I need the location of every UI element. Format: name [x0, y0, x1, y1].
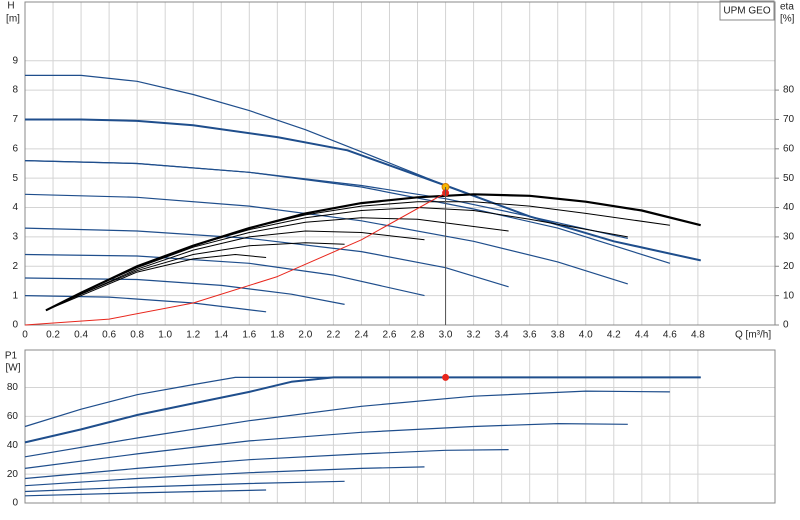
x-tick-label: 0.4 — [74, 330, 88, 341]
y-tick-label: 40 — [7, 440, 19, 451]
plot-frame — [24, 1, 776, 326]
x-tick-label: 1.0 — [158, 330, 172, 341]
y2-tick-label: 50 — [783, 173, 795, 184]
y2-tick-label: 20 — [783, 261, 795, 272]
x-tick-label: 2.2 — [326, 330, 340, 341]
x-tick-label: 0.2 — [46, 330, 60, 341]
y2-tick-label: 40 — [783, 202, 795, 213]
curve — [24, 295, 267, 313]
y-tick-label: 0 — [12, 498, 18, 509]
x-tick-label: 2.4 — [354, 330, 368, 341]
y-tick-label: 6 — [12, 143, 18, 154]
y-label: P1 — [5, 351, 18, 362]
curve — [24, 423, 628, 469]
y2-unit: [%] — [780, 14, 795, 25]
y-tick-label: 9 — [12, 55, 18, 66]
curve — [24, 390, 670, 458]
y-unit: [m] — [6, 14, 20, 25]
y-tick-label: 5 — [12, 173, 18, 184]
curve — [24, 376, 701, 428]
y-tick-label: 20 — [7, 469, 19, 480]
annotation-box — [719, 0, 775, 21]
curve — [45, 254, 267, 311]
x-tick-label: 1.8 — [270, 330, 284, 341]
x-tick-label: 3.6 — [523, 330, 537, 341]
x-tick-label: 3.0 — [439, 330, 453, 341]
x-tick-label: 3.2 — [467, 330, 481, 341]
x-tick-label: 3.8 — [551, 330, 565, 341]
curve — [24, 227, 509, 288]
x-tick-label: 4.4 — [635, 330, 649, 341]
y2-tick-label: 80 — [783, 85, 795, 96]
y-label: H — [7, 1, 14, 12]
x-tick-label: 1.4 — [214, 330, 228, 341]
curve — [24, 480, 345, 493]
x-tick-label: 4.2 — [607, 330, 621, 341]
x-label: Q [m³/h] — [735, 330, 771, 341]
curve — [24, 160, 671, 264]
x-tick-label: 4.8 — [691, 330, 705, 341]
y-tick-label: 80 — [7, 382, 19, 393]
y-tick-label: 0 — [12, 320, 18, 331]
y-unit: [W] — [6, 363, 21, 374]
curve — [24, 192, 446, 326]
y-tick-label: 60 — [7, 411, 19, 422]
curve — [45, 207, 628, 311]
y2-tick-label: 60 — [783, 143, 795, 154]
x-tick-label: 0.6 — [102, 330, 116, 341]
x-tick-label: 0 — [22, 330, 28, 341]
y-tick-label: 2 — [12, 261, 18, 272]
y2-label: eta — [780, 2, 794, 13]
curve — [45, 242, 345, 311]
y2-tick-label: 70 — [783, 114, 795, 125]
x-tick-label: 2.0 — [298, 330, 312, 341]
x-tick-label: 2.6 — [383, 330, 397, 341]
curve — [24, 449, 509, 480]
x-tick-label: 4.6 — [663, 330, 677, 341]
y2-tick-label: 0 — [783, 320, 789, 331]
x-tick-label: 3.4 — [495, 330, 509, 341]
y-tick-label: 7 — [12, 114, 18, 125]
x-tick-label: 1.2 — [186, 330, 200, 341]
curve — [24, 466, 425, 487]
curve — [24, 489, 267, 497]
operating-point — [442, 373, 450, 381]
x-tick-label: 4.0 — [579, 330, 593, 341]
curve — [24, 193, 628, 285]
x-tick-label: 2.8 — [411, 330, 425, 341]
curve — [24, 277, 345, 305]
y-tick-label: 3 — [12, 232, 18, 243]
curve — [25, 118, 701, 262]
curve — [24, 253, 425, 297]
y-tick-label: 1 — [12, 290, 18, 301]
curve — [24, 376, 701, 444]
x-tick-label: 1.6 — [242, 330, 256, 341]
y2-tick-label: 30 — [783, 232, 795, 243]
y2-tick-label: 10 — [783, 290, 795, 301]
y-tick-label: 4 — [12, 202, 18, 213]
y-tick-label: 8 — [12, 85, 18, 96]
x-tick-label: 0.8 — [130, 330, 144, 341]
annotation: UPM GEO — [723, 6, 770, 17]
